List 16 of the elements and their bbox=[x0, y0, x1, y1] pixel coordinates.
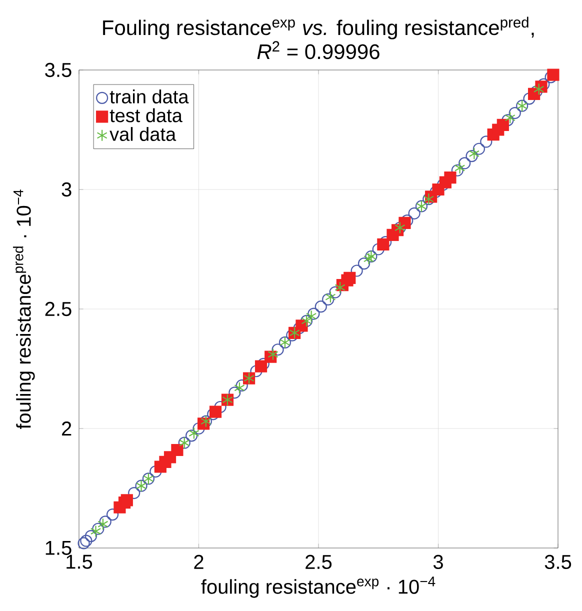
x-tick-label: 2.5 bbox=[306, 554, 332, 570]
legend-label: train data bbox=[110, 90, 189, 104]
legend-label: test data bbox=[110, 108, 182, 122]
y-axis-title: fouling resistance$^{pred}$ · 10$^{−4}$ bbox=[13, 190, 35, 430]
x-axis-title: fouling resistance$^{exp}$ · 10$^{−4}$ bbox=[201, 576, 436, 598]
legend-label: val data bbox=[110, 127, 176, 141]
y-tick-label: 3 bbox=[62, 182, 72, 197]
y-tick-label: 3.5 bbox=[45, 62, 72, 78]
y-tick-label: 2 bbox=[62, 422, 72, 436]
x-tick-label: 3 bbox=[433, 554, 443, 570]
x-tick-label: 2 bbox=[194, 554, 204, 569]
y-tick-label: 1.5 bbox=[46, 541, 72, 555]
y-tick-label: 2.5 bbox=[45, 302, 72, 316]
chart-subtitle: R$^{2}$ = 0.99996 bbox=[257, 41, 380, 60]
chart-title: Fouling resistance$^{exp}$ vs. fouling resistance$^{pred}$, bbox=[103, 16, 534, 40]
x-tick-label: 3.5 bbox=[544, 554, 572, 570]
